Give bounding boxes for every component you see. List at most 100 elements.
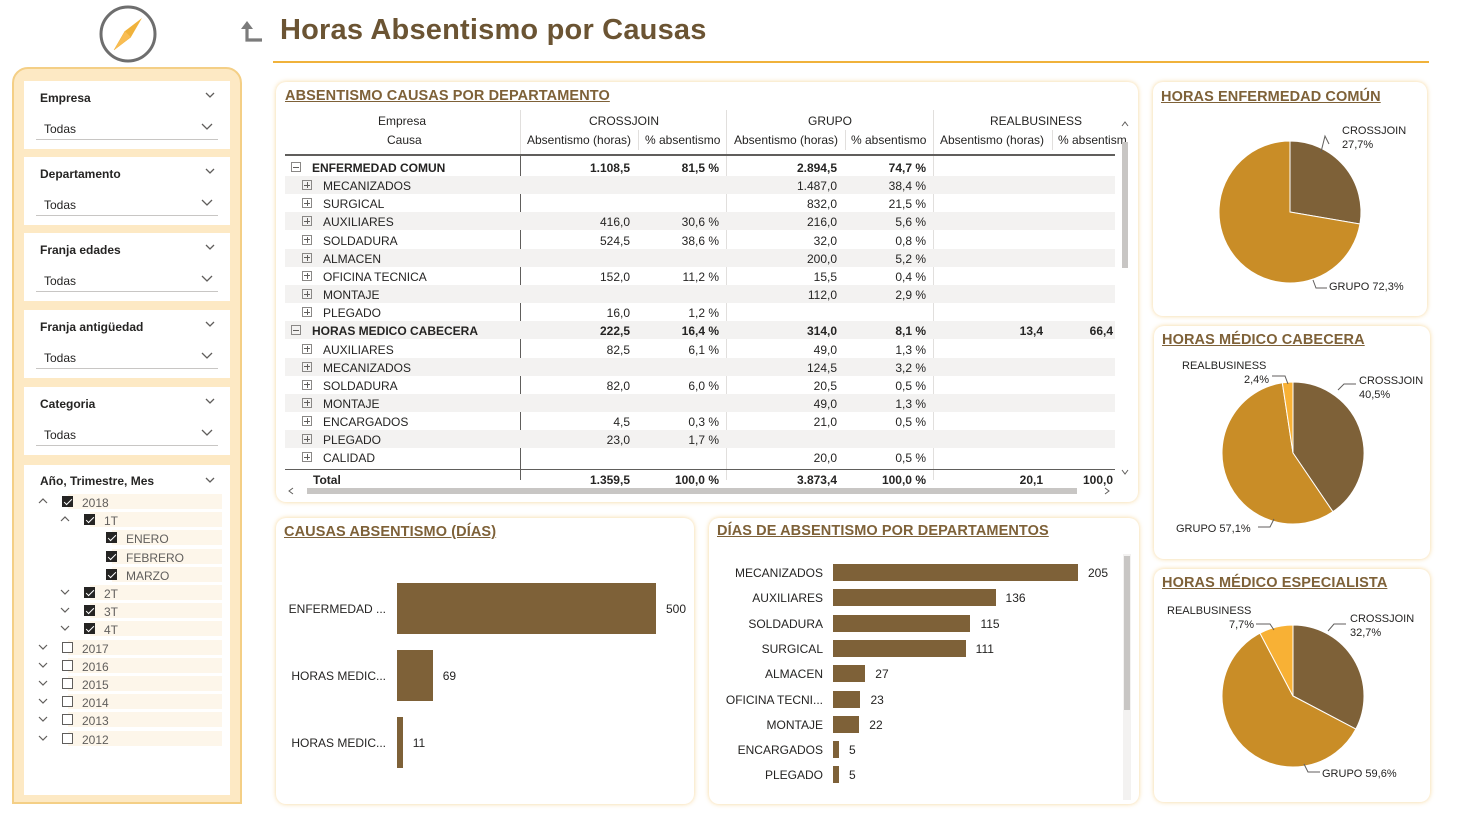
slicer-dropdown[interactable]: Todas	[36, 267, 218, 292]
dropdown-chevron-icon[interactable]	[200, 121, 214, 133]
date-tree-item[interactable]: 2T	[36, 584, 222, 601]
chevron-down-icon[interactable]	[204, 89, 216, 101]
bar[interactable]	[833, 741, 839, 759]
pie-slice[interactable]	[1218, 140, 1361, 284]
matrix-horizontal-scrollbar[interactable]	[285, 486, 1115, 496]
checkbox[interactable]	[106, 568, 117, 580]
checkbox[interactable]	[62, 678, 73, 689]
dropdown-chevron-icon[interactable]	[200, 350, 214, 362]
chevron-down-icon[interactable]	[204, 474, 216, 486]
chevron-down-icon[interactable]	[37, 677, 49, 689]
pie-slice[interactable]	[1292, 381, 1365, 513]
checkbox[interactable]	[106, 550, 117, 562]
bar[interactable]	[833, 639, 966, 657]
expand-icon[interactable]	[302, 379, 312, 390]
dropdown-chevron-icon[interactable]	[200, 197, 214, 209]
expand-icon[interactable]	[302, 343, 312, 354]
expand-icon[interactable]	[302, 452, 312, 463]
date-tree-item[interactable]: 2017	[36, 639, 222, 656]
checkbox[interactable]	[62, 732, 73, 744]
date-tree-item[interactable]: MARZO	[36, 566, 222, 583]
pie-slice[interactable]	[1292, 624, 1365, 730]
chevron-down-icon[interactable]	[37, 695, 49, 707]
expand-icon[interactable]	[302, 234, 312, 245]
pie-slice[interactable]	[1289, 140, 1362, 225]
departments-scrollbar[interactable]	[1123, 554, 1131, 800]
checkbox[interactable]	[62, 714, 73, 726]
date-tree-item[interactable]: 2013	[36, 711, 222, 728]
checkbox[interactable]	[62, 659, 73, 671]
scroll-left-icon[interactable]	[287, 487, 295, 495]
date-tree-item[interactable]: 2012	[36, 730, 222, 747]
scroll-down-icon[interactable]	[1121, 468, 1129, 476]
date-tree-item[interactable]: 2016	[36, 657, 222, 674]
bar[interactable]	[833, 589, 996, 607]
chevron-down-icon[interactable]	[204, 318, 216, 330]
expand-icon[interactable]	[302, 361, 312, 372]
expand-icon[interactable]	[302, 252, 312, 263]
chevron-down-icon[interactable]	[59, 604, 71, 616]
chevron-down-icon[interactable]	[37, 659, 49, 671]
date-tree-item[interactable]: 2018	[36, 493, 222, 510]
date-tree-item[interactable]: 2014	[36, 693, 222, 710]
expand-icon[interactable]	[302, 434, 312, 445]
chevron-up-icon[interactable]	[59, 513, 71, 525]
bar[interactable]	[397, 717, 403, 768]
expand-icon[interactable]	[302, 198, 312, 209]
chevron-down-icon[interactable]	[204, 241, 216, 253]
matrix-horizontal-thumb[interactable]	[307, 488, 1077, 494]
checkbox[interactable]	[62, 696, 73, 708]
slicer-dropdown[interactable]: Todas	[36, 421, 218, 446]
dropdown-chevron-icon[interactable]	[200, 427, 214, 439]
pie-slice[interactable]	[1221, 382, 1334, 525]
collapse-icon[interactable]	[291, 325, 301, 336]
slicer-dropdown[interactable]: Todas	[36, 191, 218, 216]
chevron-up-icon[interactable]	[37, 495, 49, 507]
back-arrow-icon[interactable]	[240, 20, 264, 46]
slicer-dropdown[interactable]: Todas	[36, 115, 218, 140]
checkbox[interactable]	[84, 587, 95, 598]
expand-icon[interactable]	[302, 180, 312, 191]
bar[interactable]	[833, 690, 861, 708]
expand-icon[interactable]	[302, 416, 312, 427]
departments-scroll-thumb[interactable]	[1124, 556, 1130, 710]
expand-icon[interactable]	[302, 270, 312, 281]
checkbox[interactable]	[62, 641, 73, 653]
date-tree-item[interactable]: ENERO	[36, 529, 222, 546]
chevron-down-icon[interactable]	[204, 395, 216, 407]
bar[interactable]	[833, 715, 860, 733]
bar[interactable]	[397, 650, 433, 701]
expand-icon[interactable]	[302, 307, 312, 318]
matrix-vertical-scrollbar[interactable]	[1121, 118, 1129, 478]
checkbox[interactable]	[106, 532, 117, 544]
date-tree-item[interactable]: 2015	[36, 675, 222, 692]
scroll-up-icon[interactable]	[1121, 120, 1129, 128]
pie-slice[interactable]	[1259, 624, 1294, 697]
chevron-down-icon[interactable]	[37, 641, 49, 653]
expand-icon[interactable]	[302, 289, 312, 300]
matrix-vertical-thumb[interactable]	[1122, 142, 1128, 268]
dropdown-chevron-icon[interactable]	[200, 273, 214, 285]
date-tree-item[interactable]: 4T	[36, 620, 222, 637]
chevron-down-icon[interactable]	[59, 622, 71, 634]
expand-icon[interactable]	[302, 216, 312, 227]
slicer-dropdown[interactable]: Todas	[36, 344, 218, 369]
scroll-right-icon[interactable]	[1103, 487, 1111, 495]
chevron-down-icon[interactable]	[59, 586, 71, 598]
expand-icon[interactable]	[302, 397, 312, 408]
collapse-icon[interactable]	[291, 162, 301, 172]
date-tree-item[interactable]: FEBRERO	[36, 548, 222, 565]
date-tree-item[interactable]: 1T	[36, 511, 222, 528]
checkbox[interactable]	[84, 514, 95, 526]
chevron-down-icon[interactable]	[37, 732, 49, 744]
chevron-down-icon[interactable]	[37, 713, 49, 725]
checkbox[interactable]	[62, 496, 73, 507]
checkbox[interactable]	[84, 623, 95, 635]
bar[interactable]	[833, 614, 971, 632]
bar[interactable]	[833, 665, 866, 683]
bar[interactable]	[397, 583, 656, 634]
bar[interactable]	[833, 766, 839, 784]
checkbox[interactable]	[84, 605, 95, 617]
pie-slice[interactable]	[1221, 632, 1357, 768]
chevron-down-icon[interactable]	[204, 165, 216, 177]
